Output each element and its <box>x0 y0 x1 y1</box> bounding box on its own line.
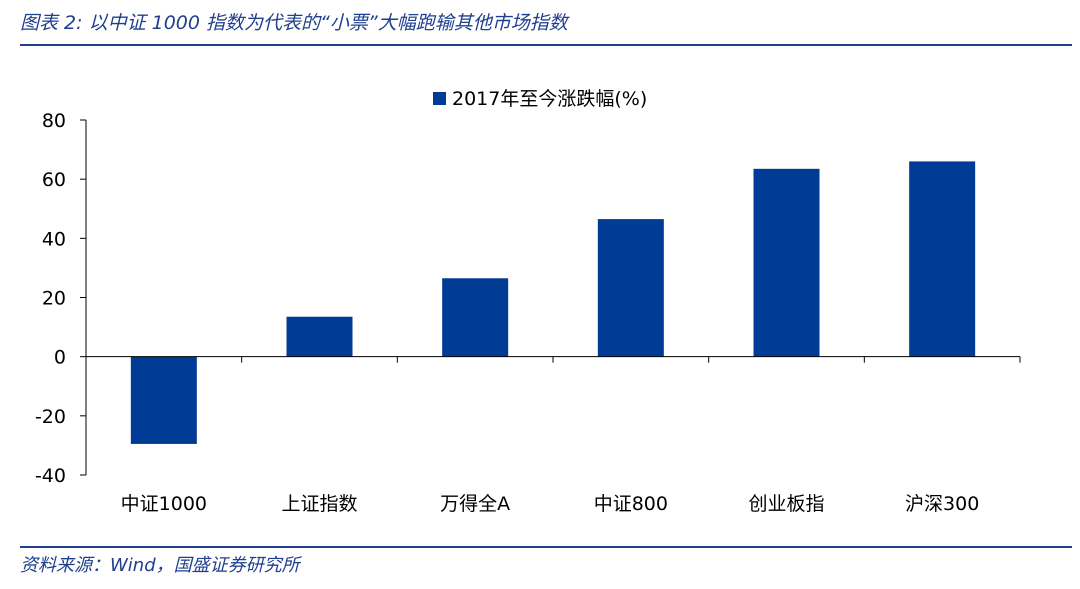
y-tick-label: -40 <box>35 465 66 487</box>
y-tick-label: -20 <box>35 406 66 428</box>
y-tick-label: 20 <box>42 288 66 310</box>
bar-chart: 2017年至今涨跌幅(%) -40 -20 0 20 40 60 80 中证1000 上证指数… <box>35 88 1021 515</box>
bar <box>286 316 353 357</box>
x-tick-label: 中证800 <box>594 493 668 515</box>
figure-title: 图表 2: 以中证 1000 指数为代表的“小票”大幅跑输其他市场指数 <box>20 12 568 34</box>
bar <box>909 161 976 357</box>
x-axis: 中证1000 上证指数 万得全A 中证800 创业板指 沪深300 <box>85 356 1021 515</box>
legend: 2017年至今涨跌幅(%) <box>433 88 647 110</box>
legend-swatch <box>433 92 446 105</box>
bar <box>597 219 664 357</box>
x-tick-label: 上证指数 <box>281 493 357 515</box>
figure-source: 资料来源：Wind，国盛证券研究所 <box>20 555 300 576</box>
x-tick-label: 沪深300 <box>905 493 979 515</box>
bar <box>753 168 820 357</box>
bar <box>442 278 509 357</box>
y-tick-label: 40 <box>42 228 66 250</box>
x-tick-label: 万得全A <box>440 493 510 515</box>
x-tick-label: 中证1000 <box>121 493 207 515</box>
title-rule <box>20 44 1072 46</box>
source-rule <box>20 546 1072 548</box>
bar <box>130 356 197 444</box>
y-tick-label: 60 <box>42 169 66 191</box>
y-tick-label: 80 <box>42 110 66 132</box>
y-tick-label: 0 <box>54 347 66 369</box>
bars <box>130 161 976 444</box>
legend-label: 2017年至今涨跌幅(%) <box>452 88 647 110</box>
x-tick-label: 创业板指 <box>748 493 824 515</box>
y-axis: -40 -20 0 20 40 60 80 <box>35 110 87 487</box>
